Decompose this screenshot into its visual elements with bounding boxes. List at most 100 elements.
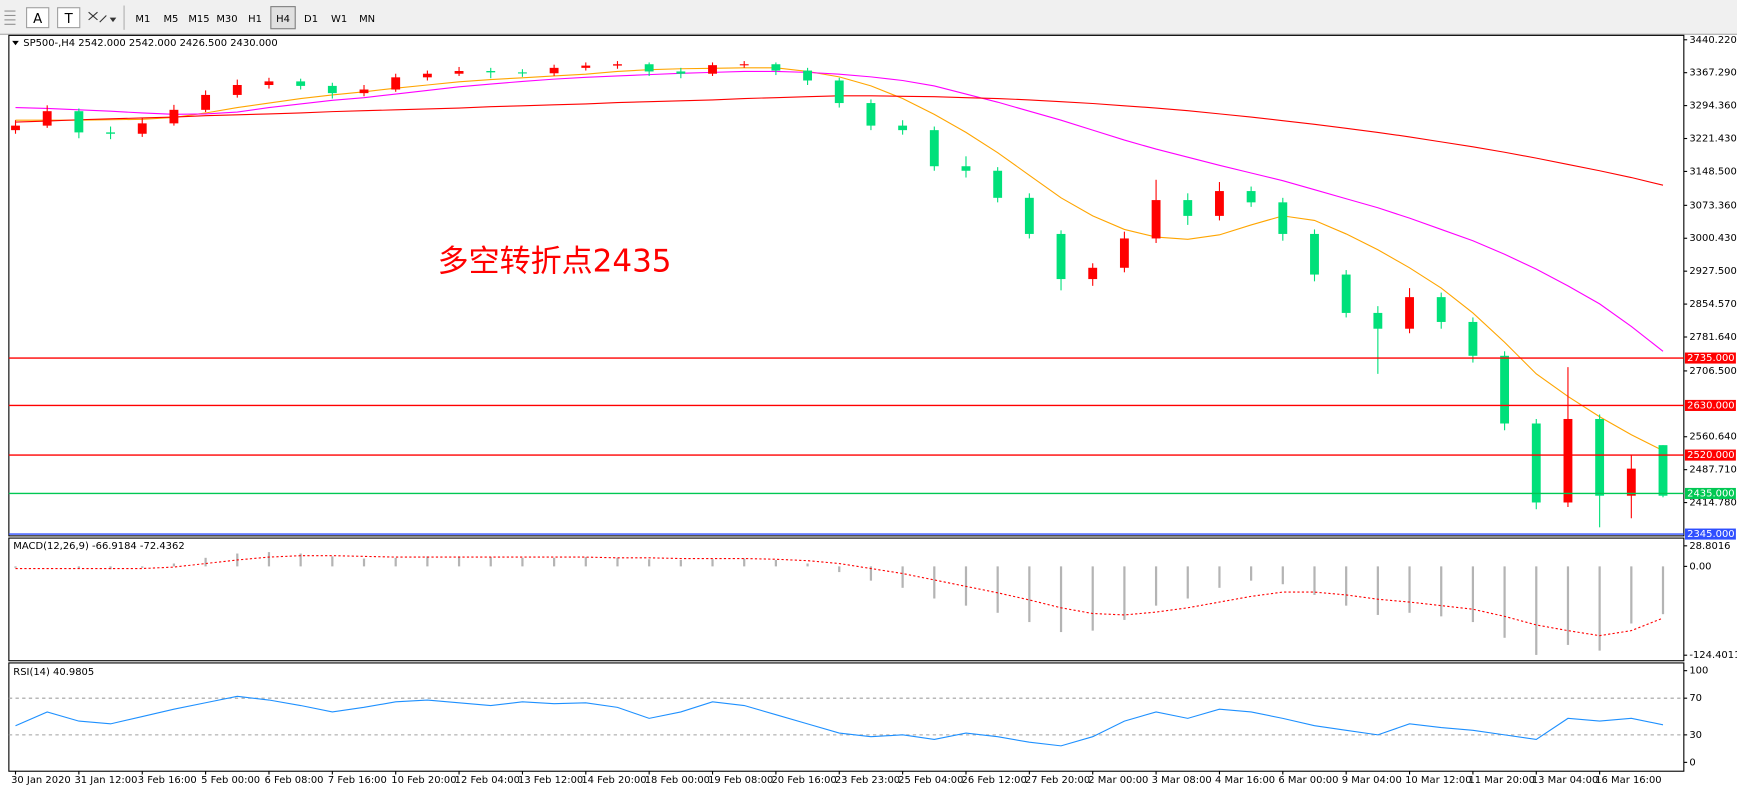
x-tick-label: 13 Mar 04:00 [1532,775,1598,786]
candle-body [1024,197,1034,234]
y-tick-label: 2706.500 [1689,366,1736,377]
y-tick-label: 70 [1689,693,1702,704]
timeframe-button[interactable]: M5 [163,14,178,25]
x-tick-label: 6 Mar 00:00 [1278,775,1338,786]
y-tick-label: 2560.640 [1689,432,1736,443]
candle-body [834,80,844,104]
candle-body [327,85,337,94]
x-tick-label: 14 Feb 20:00 [581,775,646,786]
candle-body [486,71,496,73]
candle-body [264,81,274,86]
y-tick-label: -124.4011 [1689,650,1737,661]
macd-bar [648,559,651,567]
candle-body [42,111,52,126]
macd-bar [806,563,809,567]
annotation: 多空转折点2435 [438,243,672,279]
level-label: 2435.000 [1687,488,1734,499]
level-label-box [1684,487,1736,499]
candle-body [1658,445,1668,496]
x-tick-label: 12 Feb 04:00 [455,775,520,786]
timeframe-active[interactable] [270,6,296,30]
rsi-title: RSI(14) 40.9805 [13,667,94,678]
timeframe-button[interactable]: H4 [276,14,290,25]
macd-bar [1503,566,1506,638]
macd-bar [1250,566,1253,581]
macd-bar [1535,566,1538,655]
timeframe-button[interactable]: M30 [216,14,237,25]
macd-bar [553,557,556,567]
y-tick-label: 3294.360 [1689,101,1736,112]
candle-body [549,67,559,74]
timeframe-button[interactable]: H1 [248,14,262,25]
candle-body [1119,238,1129,268]
dropdown-arrow[interactable] [109,17,117,23]
macd-bar [1630,566,1633,624]
level-label-box [1684,352,1736,364]
x-tick-label: 6 Feb 08:00 [265,775,324,786]
y-tick-label: 3440.220 [1689,35,1736,46]
timeframe-button[interactable]: M15 [188,14,209,25]
candle-body [296,81,306,86]
candle-body [739,64,749,66]
candle-body [929,130,939,167]
candle-body [676,71,686,74]
tool-label[interactable]: T [64,12,74,27]
macd-bar [1471,566,1475,623]
tool-icon[interactable] [88,11,107,23]
candle-body [422,73,432,78]
macd-bar [172,563,176,567]
y-tick-label: 0 [1689,757,1695,768]
candle-body [391,77,401,90]
tool-button[interactable] [26,7,50,29]
candle-body [74,111,84,133]
macd-bar [1376,566,1379,615]
moving-average [15,70,1664,352]
macd-bar [77,566,80,569]
macd-bar [489,557,492,567]
candle-body [898,125,908,131]
timeframe-button[interactable]: D1 [304,14,318,25]
candle-body [613,64,622,66]
candle-body [866,103,876,126]
x-tick-label: 23 Feb 23:00 [835,775,900,786]
macd-bar [679,559,682,567]
macd-bar [1598,566,1601,651]
y-tick-label: 3221.430 [1689,134,1736,145]
tool-button[interactable] [57,7,81,29]
timeframe-button[interactable]: M1 [135,14,150,25]
candle-body [106,132,115,134]
collapse-arrow[interactable] [12,40,19,46]
macd-bar [1123,566,1126,620]
macd-bar [1218,566,1221,588]
x-tick-label: 11 Mar 20:00 [1468,775,1534,786]
y-tick-label: 0.00 [1689,561,1711,572]
level-label: 2735.000 [1687,353,1734,364]
y-tick-label: 3073.360 [1689,200,1736,211]
candle-body [1531,423,1541,503]
candle-body [359,89,369,94]
tool-label[interactable]: A [33,12,42,27]
candle-body [1183,200,1193,216]
macd-bar [1408,566,1411,613]
x-tick-label: 5 Feb 00:00 [201,775,260,786]
candle-body [1088,267,1098,280]
x-tick-label: 9 Mar 04:00 [1342,775,1402,786]
macd-bar [1059,566,1063,633]
macd-bar [838,566,841,573]
candle-body [1278,202,1288,234]
x-tick-label: 27 Feb 20:00 [1025,775,1090,786]
macd-bar [109,566,112,570]
candle-body [708,65,717,74]
macd-bar [1313,566,1316,595]
macd-bar [1345,566,1348,606]
macd-bar [331,556,334,567]
macd-bar [996,566,999,613]
timeframe-button[interactable]: MN [359,14,375,25]
macd-bar [774,559,777,567]
macd-bar [1440,566,1443,617]
macd-bar [1186,566,1189,599]
candle-body [1310,233,1319,275]
candle-body [1341,274,1351,313]
timeframe-button[interactable]: W1 [331,14,347,25]
macd-bar [1028,566,1031,623]
